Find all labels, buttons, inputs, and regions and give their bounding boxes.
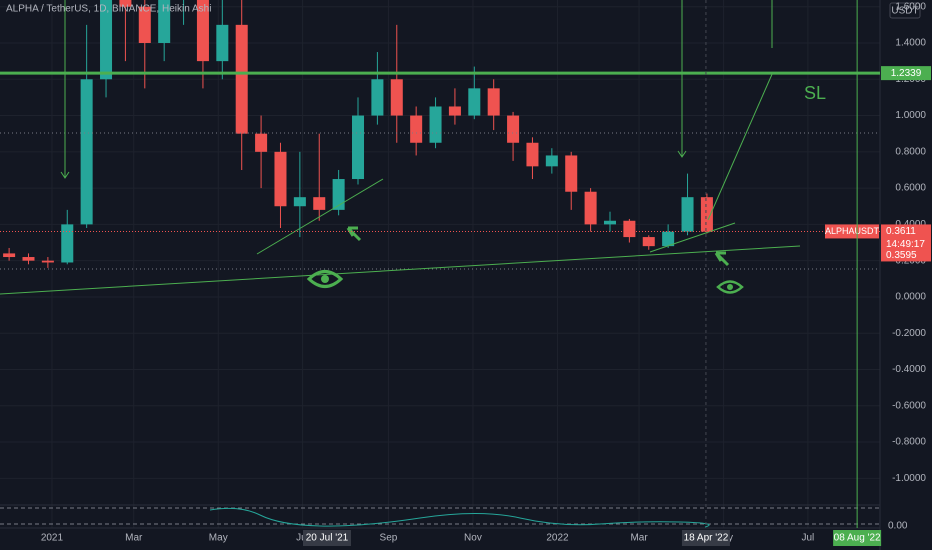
y-tick-label: 0.0000 — [895, 292, 926, 303]
y-tick-label: -0.4000 — [892, 364, 926, 375]
x-tick-label: Jul — [801, 533, 814, 544]
date-label-box — [681, 530, 730, 546]
candle-body — [293, 197, 306, 207]
candle-body — [410, 115, 423, 143]
prev-price-label: 0.3595 — [886, 250, 917, 261]
candle-body — [274, 151, 287, 207]
y-tick-label: -0.8000 — [892, 437, 926, 448]
y-tick-label: -1.0000 — [892, 473, 926, 484]
eye-icon — [306, 270, 344, 288]
y-tick-label: 1.0000 — [895, 110, 926, 121]
symbol-label: ALPHAUSDT — [825, 226, 880, 236]
trend-line — [707, 71, 774, 221]
x-tick-label: Mar — [630, 533, 648, 544]
x-tick-label: Sep — [380, 533, 398, 544]
candle-body — [100, 0, 113, 80]
candle-body — [216, 24, 229, 62]
candle-body — [507, 115, 520, 143]
price-pane — [3, 0, 713, 268]
candle-body — [371, 79, 384, 116]
symbol-box — [825, 224, 879, 239]
candle-body — [584, 191, 597, 225]
x-tick-label: Jul — [296, 533, 309, 544]
indicator-line — [209, 507, 710, 528]
candle-body — [526, 142, 539, 167]
y-tick-label: 0.6000 — [895, 183, 926, 194]
y-tick-label: -0.2000 — [892, 328, 926, 339]
eye-icon — [716, 280, 744, 294]
candle-body — [468, 88, 481, 116]
arrow-head — [60, 171, 70, 179]
candle-body — [61, 224, 74, 263]
candle-body — [603, 220, 616, 225]
drawings — [0, 0, 880, 295]
currency-label: USDT — [891, 6, 918, 17]
trend-line — [0, 245, 801, 295]
candle-body — [41, 260, 54, 263]
y-tick-label: -0.6000 — [892, 400, 926, 411]
candle-body — [235, 24, 248, 134]
y-tick-label: 1.6000 — [895, 1, 926, 12]
last-price-label: 0.3611 — [886, 226, 916, 237]
trend-line — [256, 178, 384, 255]
candle-body — [138, 6, 151, 43]
countdown-label: 14:49:17 — [886, 239, 925, 250]
candle-body — [80, 79, 93, 225]
annotation: SL — [804, 83, 826, 103]
x-tick-label: 2021 — [41, 533, 64, 544]
candle-body — [196, 0, 209, 62]
date-label: 18 Apr '22 — [684, 533, 729, 544]
candle-body — [3, 253, 16, 258]
date-label-box — [302, 530, 351, 546]
candle-body — [119, 0, 132, 7]
level-label: 1.2339 — [891, 68, 922, 79]
candle-body — [448, 106, 461, 116]
candle-body — [255, 133, 268, 152]
x-tick-label: May — [209, 533, 228, 544]
grid — [0, 0, 880, 528]
y-tick-label: 0.8000 — [895, 146, 926, 157]
x-tick-label: Mar — [125, 533, 143, 544]
last-price-box — [881, 224, 931, 252]
candle-body — [662, 231, 675, 247]
date-label-box — [833, 530, 882, 546]
y-tick-label: 1.4000 — [895, 38, 926, 49]
candle-body — [158, 0, 171, 43]
date-label: 20 Jul '21 — [306, 533, 349, 544]
candle-body — [565, 155, 578, 192]
candle-body — [681, 197, 694, 232]
candle-body — [545, 155, 558, 167]
arrow-icon — [346, 226, 362, 242]
candle-body — [313, 197, 326, 210]
candle-body — [623, 220, 636, 238]
candle-body — [642, 237, 655, 247]
candle-body — [332, 179, 345, 210]
symbol-header: ALPHA / TetherUS, 1D, BINANCE, Heikin As… — [6, 4, 211, 15]
date-label: 08 Aug '22 — [834, 533, 881, 544]
candle-body — [390, 79, 403, 116]
currency-badge[interactable] — [889, 2, 921, 19]
candle-body — [700, 197, 713, 232]
indicator-axis-label: 0.00 — [888, 521, 908, 532]
trend-line — [649, 222, 736, 253]
candle-body — [22, 257, 35, 261]
prev-price-box — [881, 248, 931, 262]
candle-body — [487, 88, 500, 116]
x-tick-label: 2022 — [546, 533, 569, 544]
level-label-box — [881, 66, 931, 81]
candle-body — [429, 106, 442, 143]
x-tick-label: Nov — [464, 533, 482, 544]
arrow-icon — [714, 251, 730, 267]
arrow-head — [677, 150, 687, 158]
candle-body — [352, 115, 365, 180]
